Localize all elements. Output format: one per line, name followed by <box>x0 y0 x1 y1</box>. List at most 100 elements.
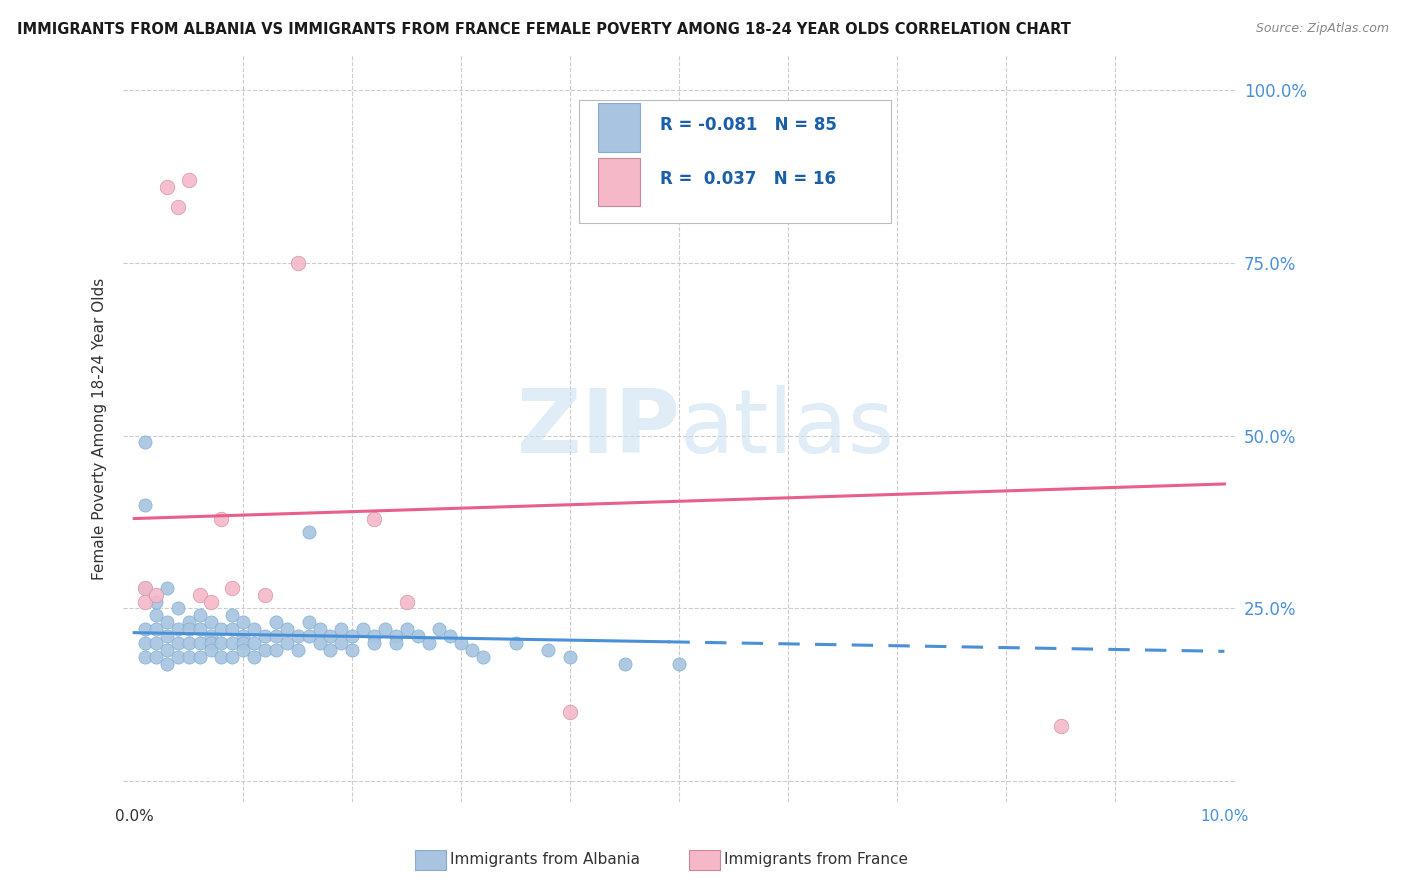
Point <box>537 643 560 657</box>
Point <box>243 649 266 664</box>
Point <box>221 622 243 636</box>
Point <box>209 649 232 664</box>
Point <box>243 636 266 650</box>
Point <box>461 643 484 657</box>
Point <box>200 636 222 650</box>
Point <box>200 643 222 657</box>
Point <box>156 643 179 657</box>
Text: R = -0.081   N = 85: R = -0.081 N = 85 <box>661 116 838 134</box>
Point <box>177 636 200 650</box>
Text: R =  0.037   N = 16: R = 0.037 N = 16 <box>661 170 837 188</box>
Point <box>134 581 156 595</box>
Point <box>287 255 309 269</box>
Point <box>418 636 440 650</box>
Text: Source: ZipAtlas.com: Source: ZipAtlas.com <box>1256 22 1389 36</box>
Point <box>330 636 353 650</box>
Point <box>145 594 167 608</box>
Point <box>188 622 211 636</box>
FancyBboxPatch shape <box>598 103 640 152</box>
Point <box>342 629 364 643</box>
Point <box>200 629 222 643</box>
Point <box>560 705 582 719</box>
Point <box>264 629 287 643</box>
Point <box>177 622 200 636</box>
Point <box>363 636 385 650</box>
Point <box>352 622 374 636</box>
Point <box>134 636 156 650</box>
Point <box>450 636 472 650</box>
Text: atlas: atlas <box>679 385 894 472</box>
Point <box>395 594 418 608</box>
Point <box>505 636 527 650</box>
Point <box>319 629 342 643</box>
Point <box>134 622 156 636</box>
Point <box>253 588 276 602</box>
Point <box>134 649 156 664</box>
Point <box>156 657 179 671</box>
Point <box>298 629 321 643</box>
Point <box>395 622 418 636</box>
Point <box>243 622 266 636</box>
Point <box>145 588 167 602</box>
Point <box>385 636 408 650</box>
Point <box>308 636 330 650</box>
Point <box>200 615 222 630</box>
Point <box>166 200 188 214</box>
Point <box>232 615 254 630</box>
Point <box>429 622 451 636</box>
Point <box>134 594 156 608</box>
Point <box>319 643 342 657</box>
Point <box>1050 719 1073 733</box>
Point <box>330 622 353 636</box>
Point <box>232 629 254 643</box>
Text: Immigrants from Albania: Immigrants from Albania <box>450 853 640 867</box>
Point <box>253 643 276 657</box>
Point <box>363 629 385 643</box>
Point <box>200 594 222 608</box>
Point <box>406 629 429 643</box>
Point <box>276 622 298 636</box>
Point <box>166 601 188 615</box>
Point <box>166 649 188 664</box>
Point <box>668 657 690 671</box>
Point <box>145 608 167 623</box>
Point <box>166 622 188 636</box>
Point <box>188 608 211 623</box>
Point <box>134 498 156 512</box>
FancyBboxPatch shape <box>598 158 640 206</box>
Point <box>145 649 167 664</box>
Point <box>560 649 582 664</box>
Text: 0.0%: 0.0% <box>115 809 153 824</box>
Point <box>232 636 254 650</box>
Point <box>209 511 232 525</box>
Point <box>439 629 461 643</box>
Point <box>342 643 364 657</box>
Point <box>177 172 200 186</box>
Point <box>156 179 179 194</box>
Point <box>134 435 156 450</box>
Point <box>145 622 167 636</box>
Point <box>166 636 188 650</box>
Point <box>221 581 243 595</box>
Point <box>188 649 211 664</box>
Point <box>298 615 321 630</box>
Point <box>209 636 232 650</box>
Point <box>221 636 243 650</box>
Point <box>156 629 179 643</box>
Point <box>188 636 211 650</box>
Point <box>177 649 200 664</box>
Text: IMMIGRANTS FROM ALBANIA VS IMMIGRANTS FROM FRANCE FEMALE POVERTY AMONG 18-24 YEA: IMMIGRANTS FROM ALBANIA VS IMMIGRANTS FR… <box>17 22 1071 37</box>
Point <box>308 622 330 636</box>
Point <box>264 615 287 630</box>
Point <box>287 629 309 643</box>
Point <box>232 643 254 657</box>
Point <box>287 643 309 657</box>
Text: 10.0%: 10.0% <box>1201 809 1249 824</box>
Text: ZIP: ZIP <box>516 385 679 472</box>
Point <box>385 629 408 643</box>
Point <box>156 615 179 630</box>
Point <box>253 629 276 643</box>
Point <box>298 525 321 540</box>
Point <box>188 588 211 602</box>
Point <box>613 657 636 671</box>
